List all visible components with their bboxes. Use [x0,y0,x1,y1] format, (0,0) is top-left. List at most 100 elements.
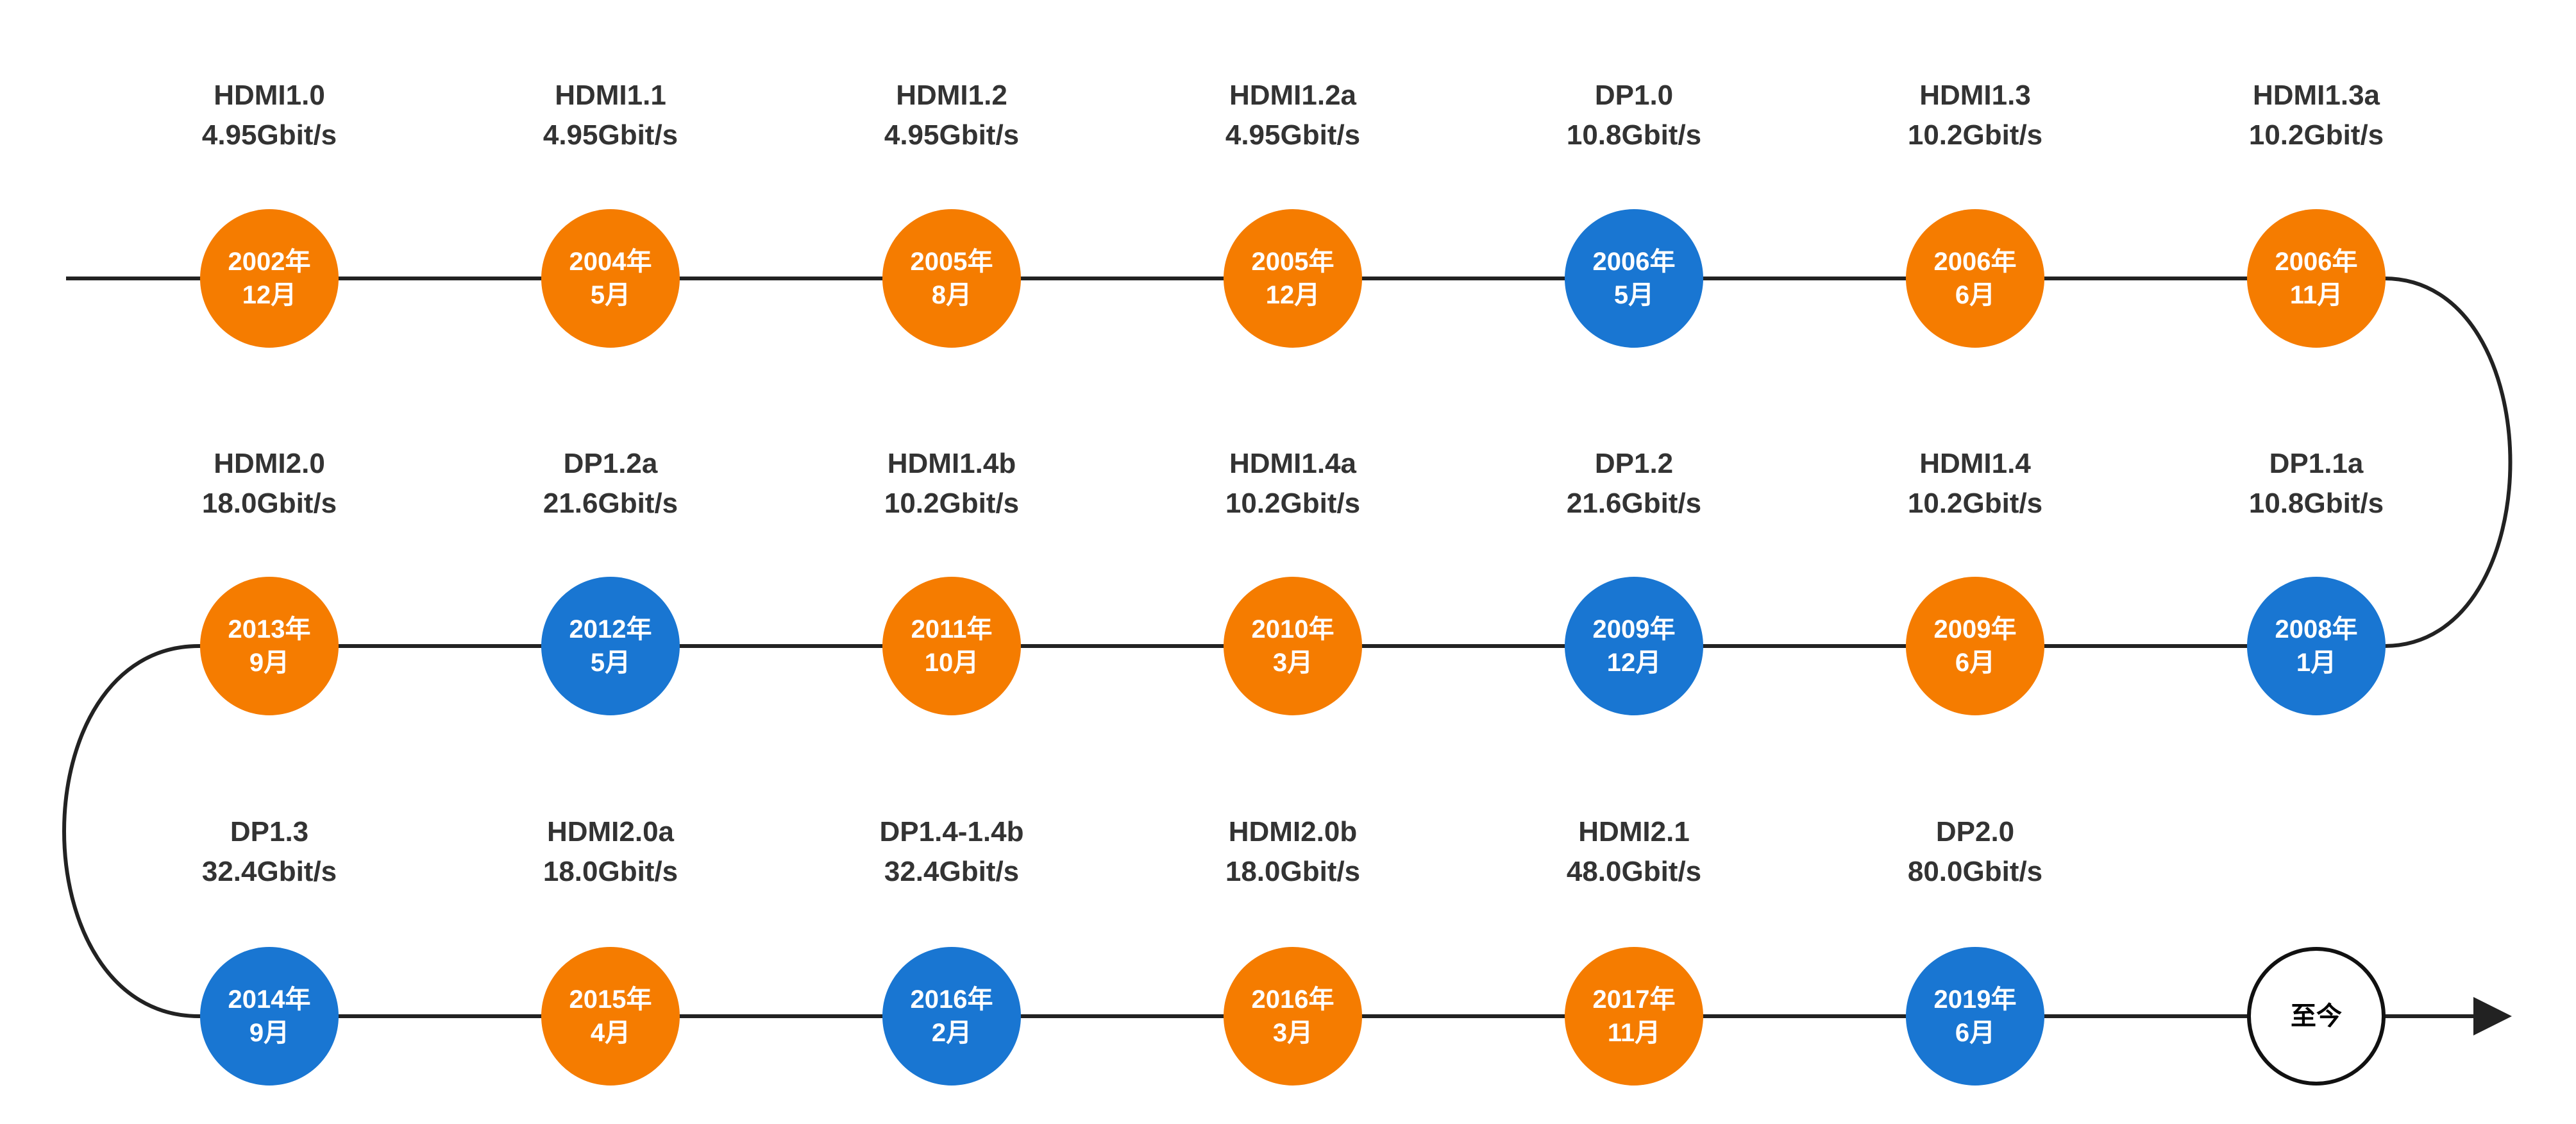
milestone-name: HDMI1.2a [1229,80,1357,111]
milestone-month: 11月 [2289,281,2343,309]
milestone-label: HDMI2.0a 18.0Gbit/s [482,812,739,892]
milestone-date-circle: 2009年 6月 [1906,577,2044,715]
milestone-speed: 21.6Gbit/s [543,488,678,519]
milestone-date-circle: 2009年 12月 [1565,577,1703,715]
milestone-label: DP1.1a 10.8Gbit/s [2188,444,2445,524]
milestone-date-circle: 2002年 12月 [200,209,339,348]
milestone-date-circle: 2010年 3月 [1224,577,1362,715]
milestone-year: 2010年 [1251,615,1334,643]
milestone-label: HDMI1.1 4.95Gbit/s [482,76,739,155]
milestone-date-circle: 2015年 4月 [541,947,680,1086]
milestone-label: HDMI1.3a 10.2Gbit/s [2188,76,2445,155]
timeline-end-circle: 至今 [2247,947,2386,1086]
milestone-month: 6月 [1955,649,1996,677]
milestone-year: 2002年 [228,248,311,276]
milestone-year: 2016年 [910,985,993,1014]
milestone-month: 3月 [1272,649,1313,677]
milestone-name: DP1.3 [230,816,309,847]
milestone-date-circle: 2005年 8月 [882,209,1021,348]
milestone-month: 10月 [924,649,979,677]
milestone-label: HDMI2.0b 18.0Gbit/s [1165,812,1421,892]
milestone-name: HDMI2.0a [546,816,675,847]
milestone-date-circle: 2016年 3月 [1224,947,1362,1086]
milestone-speed: 18.0Gbit/s [543,856,678,887]
milestone-year: 2016年 [1251,985,1334,1014]
milestone-name: HDMI1.1 [555,80,666,111]
milestone-month: 12月 [242,281,297,309]
milestone-name: DP1.2a [563,448,658,479]
milestone-speed: 4.95Gbit/s [1225,119,1361,151]
milestone-date-circle: 2019年 6月 [1906,947,2044,1086]
milestone-year: 2015年 [569,985,652,1014]
milestone-speed: 10.2Gbit/s [1907,488,2043,519]
milestone-date-circle: 2012年 5月 [541,577,680,715]
milestone-year: 2011年 [911,615,993,643]
milestone-name: HDMI1.3 [1919,80,2031,111]
milestone-name: HDMI2.0 [214,448,325,479]
milestone-year: 2012年 [569,615,652,643]
milestone-date-circle: 2011年 10月 [882,577,1021,715]
milestone-year: 2017年 [1592,985,1676,1014]
milestone-speed: 18.0Gbit/s [201,488,337,519]
milestone-speed: 4.95Gbit/s [201,119,337,151]
milestone-month: 9月 [249,649,290,677]
milestone-name: HDMI1.4 [1919,448,2031,479]
milestone-month: 4月 [590,1019,631,1047]
milestone-speed: 18.0Gbit/s [1225,856,1361,887]
milestone-speed: 4.95Gbit/s [543,119,678,151]
milestone-speed: 80.0Gbit/s [1907,856,2043,887]
milestone-label: HDMI1.0 4.95Gbit/s [141,76,398,155]
milestone-date-circle: 2004年 5月 [541,209,680,348]
milestone-speed: 32.4Gbit/s [884,856,1020,887]
milestone-name: HDMI1.4b [887,448,1016,479]
milestone-label: HDMI1.4 10.2Gbit/s [1847,444,2103,524]
milestone-month: 9月 [249,1019,290,1047]
milestone-month: 11月 [1607,1019,1661,1047]
milestone-name: DP2.0 [1935,816,2015,847]
milestone-name: HDMI1.0 [214,80,325,111]
milestone-date-circle: 2013年 9月 [200,577,339,715]
milestone-name: HDMI2.0b [1228,816,1358,847]
milestone-year: 2019年 [1933,985,2017,1014]
milestone-label: DP1.2a 21.6Gbit/s [482,444,739,524]
milestone-date-circle: 2006年 5月 [1565,209,1703,348]
milestone-speed: 10.2Gbit/s [2248,119,2384,151]
milestone-month: 12月 [1265,281,1320,309]
milestone-name: HDMI1.2 [896,80,1007,111]
milestone-name: HDMI1.4a [1229,448,1357,479]
milestone-date-circle: 2017年 11月 [1565,947,1703,1086]
milestone-month: 6月 [1955,281,1996,309]
milestone-year: 2005年 [1251,248,1334,276]
milestone-date-circle: 2016年 2月 [882,947,1021,1086]
milestone-label: DP1.2 21.6Gbit/s [1506,444,1762,524]
milestone-date-circle: 2014年 9月 [200,947,339,1086]
milestone-speed: 10.8Gbit/s [2248,488,2384,519]
milestone-month: 5月 [590,649,631,677]
milestone-speed: 10.2Gbit/s [884,488,1020,519]
milestone-name: HDMI2.1 [1578,816,1690,847]
milestone-date-circle: 2008年 1月 [2247,577,2386,715]
milestone-label: HDMI1.4b 10.2Gbit/s [823,444,1080,524]
milestone-label: HDMI1.3 10.2Gbit/s [1847,76,2103,155]
milestone-speed: 32.4Gbit/s [201,856,337,887]
milestone-month: 2月 [931,1019,972,1047]
milestone-year: 2014年 [228,985,311,1014]
milestone-label: HDMI2.1 48.0Gbit/s [1506,812,1762,892]
milestone-year: 2009年 [1933,615,2017,643]
milestone-month: 6月 [1955,1019,1996,1047]
timeline-end-label: 至今 [2291,1002,2342,1030]
milestone-month: 3月 [1272,1019,1313,1047]
milestone-year: 2005年 [910,248,993,276]
milestone-speed: 48.0Gbit/s [1566,856,1702,887]
milestone-year: 2006年 [2275,248,2358,276]
milestone-speed: 4.95Gbit/s [884,119,1020,151]
milestone-year: 2004年 [569,248,652,276]
milestone-year: 2008年 [2275,615,2358,643]
milestone-name: DP1.0 [1594,80,1674,111]
milestone-date-circle: 2006年 6月 [1906,209,2044,348]
milestone-label: DP1.0 10.8Gbit/s [1506,76,1762,155]
milestone-month: 12月 [1606,649,1662,677]
milestone-year: 2006年 [1592,248,1676,276]
milestone-name: HDMI1.3a [2252,80,2380,111]
milestone-label: DP1.4-1.4b 32.4Gbit/s [823,812,1080,892]
